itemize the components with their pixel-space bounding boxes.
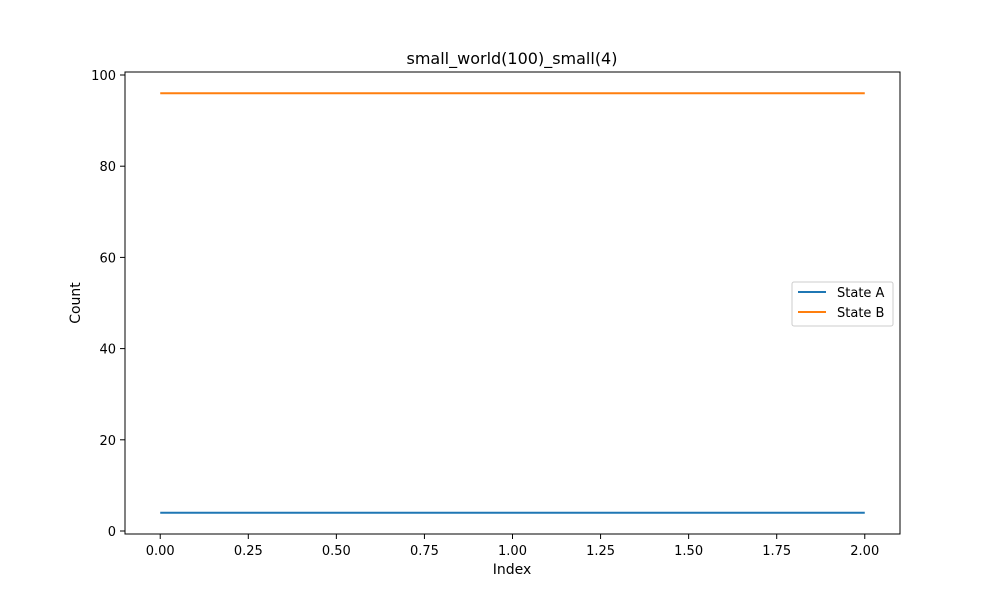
x-tick-label: 0.25 (234, 544, 263, 559)
legend: State A State B (791, 281, 894, 327)
y-tick-label: 60 (99, 251, 116, 266)
x-axis-ticks: 0.00 0.25 0.50 0.75 1.00 1.25 1.50 1.75 2.00 (146, 534, 879, 559)
x-tick-label: 0.50 (322, 544, 351, 559)
legend-label-state-a: State A (837, 286, 885, 301)
y-axis-ticks: 0 20 40 60 80 100 (91, 69, 125, 540)
x-tick-label: 1.25 (586, 544, 615, 559)
y-tick-label: 100 (91, 69, 116, 84)
x-tick-label: 1.00 (498, 544, 527, 559)
x-tick-label: 1.50 (674, 544, 703, 559)
y-axis-label: Count (68, 282, 84, 324)
x-axis-label: Index (493, 562, 532, 578)
x-tick-label: 0.75 (410, 544, 439, 559)
y-tick-label: 40 (99, 343, 116, 358)
chart-title: small_world(100)_small(4) (407, 49, 618, 69)
x-tick-label: 1.75 (762, 544, 791, 559)
legend-label-state-b: State B (837, 306, 884, 321)
y-tick-label: 20 (99, 434, 116, 449)
series-layer (160, 92, 865, 514)
x-tick-label: 2.00 (850, 544, 879, 559)
x-tick-label: 0.00 (146, 544, 175, 559)
axes-frame (124, 71, 901, 535)
y-tick-label: 80 (99, 160, 116, 175)
y-tick-label: 0 (108, 525, 116, 540)
